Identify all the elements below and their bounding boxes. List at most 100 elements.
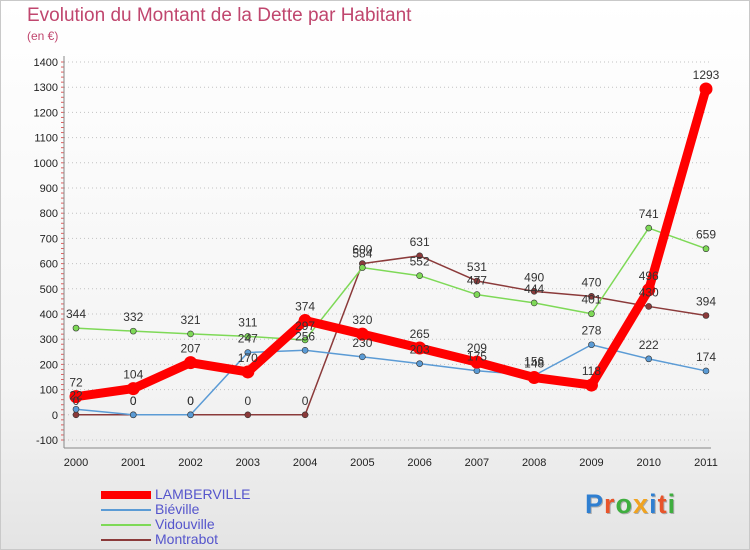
- y-tick-label: 1400: [34, 57, 58, 69]
- data-label: 0: [302, 394, 309, 408]
- y-tick-label: 900: [40, 183, 58, 195]
- data-label: 741: [639, 207, 659, 221]
- chart-unit: (en €): [27, 29, 59, 43]
- data-point: [244, 411, 252, 419]
- data-label: 207: [181, 342, 201, 356]
- data-point: [244, 349, 252, 356]
- x-tick-label: 2004: [293, 457, 317, 469]
- y-tick-label: 500: [40, 284, 58, 296]
- data-label: 394: [696, 295, 716, 309]
- data-label: 531: [467, 260, 487, 274]
- x-tick-label: 2003: [236, 457, 260, 469]
- data-point: [584, 378, 598, 392]
- data-label: 552: [410, 255, 430, 269]
- legend-label: Biéville: [155, 501, 200, 517]
- data-label: 22: [69, 388, 83, 402]
- y-tick-label: 0: [52, 410, 58, 422]
- data-label: 1293: [693, 68, 720, 82]
- data-point: [301, 336, 309, 344]
- data-point: [588, 310, 595, 318]
- logo-letter: i: [649, 489, 658, 519]
- legend-swatch: [101, 508, 151, 511]
- logo-letter: P: [585, 489, 605, 519]
- data-label: 600: [352, 243, 372, 257]
- data-point: [72, 411, 80, 419]
- x-tick-label: 2008: [522, 457, 546, 469]
- data-point: [699, 82, 713, 96]
- x-tick-label: 2009: [579, 457, 603, 469]
- data-point: [129, 411, 137, 419]
- data-point: [413, 341, 427, 355]
- data-point: [72, 324, 80, 332]
- data-point: [355, 327, 369, 341]
- x-tick-label: 2002: [178, 457, 202, 469]
- y-tick-label: 100: [40, 385, 58, 397]
- data-label: 344: [66, 307, 86, 321]
- y-tick-label: 800: [40, 208, 58, 220]
- legend-swatch: [101, 490, 151, 499]
- data-point: [702, 312, 710, 319]
- y-tick-label: 400: [40, 309, 58, 321]
- data-point: [126, 382, 140, 396]
- data-label: 230: [352, 336, 372, 350]
- data-point: [187, 330, 194, 338]
- data-point: [301, 411, 309, 419]
- data-label: 0: [187, 394, 194, 408]
- data-label: 584: [352, 247, 372, 261]
- data-label: 104: [123, 368, 143, 382]
- data-label: 156: [524, 354, 544, 368]
- data-label: 430: [639, 285, 659, 299]
- logo-letter: t: [657, 489, 668, 519]
- data-label: 0: [130, 394, 137, 408]
- data-label: 278: [581, 324, 601, 338]
- y-tick-label: 1100: [34, 133, 58, 145]
- data-label: 247: [238, 332, 258, 346]
- data-label: 72: [69, 376, 83, 390]
- legend-swatch: [101, 538, 151, 541]
- data-point: [359, 353, 366, 361]
- series-line-3: [75, 255, 707, 416]
- data-point: [416, 360, 423, 367]
- data-point: [588, 341, 595, 349]
- x-tick-label: 2007: [465, 457, 489, 469]
- data-point: [244, 333, 252, 340]
- x-tick-label: 2005: [350, 457, 374, 469]
- y-tick-label: 600: [40, 259, 58, 271]
- data-label: 477: [467, 274, 487, 288]
- legend-label: Vidouville: [155, 516, 215, 532]
- data-label: 496: [639, 269, 659, 283]
- data-point: [530, 288, 538, 295]
- y-tick-label: 300: [40, 334, 58, 346]
- data-point: [69, 390, 83, 404]
- proxiti-logo: Proxiti: [585, 489, 676, 520]
- data-label: 374: [295, 300, 315, 314]
- data-point: [187, 411, 194, 419]
- data-label: 490: [524, 270, 544, 284]
- data-label: 174: [696, 350, 716, 364]
- data-label: 0: [187, 394, 194, 408]
- data-label: 209: [467, 341, 487, 355]
- logo-letter: x: [633, 489, 650, 519]
- x-tick-label: 2000: [64, 457, 88, 469]
- x-tick-label: 2010: [636, 457, 660, 469]
- legend-swatch: [101, 523, 151, 526]
- data-point: [645, 303, 653, 310]
- data-label: 0: [244, 394, 251, 408]
- data-point: [184, 356, 198, 370]
- data-point: [416, 272, 423, 279]
- data-point: [642, 283, 656, 297]
- data-label: 0: [73, 394, 80, 408]
- data-label: 170: [238, 351, 258, 365]
- data-point: [645, 355, 653, 363]
- x-tick-label: 2001: [121, 457, 145, 469]
- data-point: [588, 293, 595, 300]
- data-label: 222: [639, 338, 659, 352]
- data-label: 470: [581, 275, 601, 289]
- data-point: [72, 405, 80, 413]
- data-point: [473, 277, 481, 285]
- data-label: 297: [295, 319, 315, 333]
- data-label: 203: [410, 343, 430, 357]
- data-label: 401: [581, 293, 601, 307]
